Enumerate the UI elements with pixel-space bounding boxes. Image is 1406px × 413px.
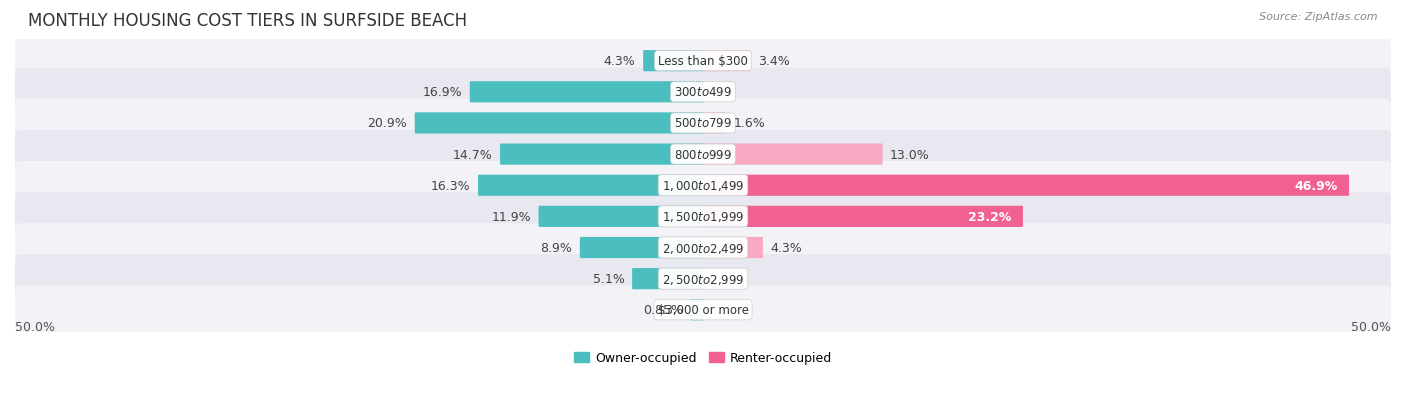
Text: $2,000 to $2,499: $2,000 to $2,499 bbox=[662, 241, 744, 255]
Text: 13.0%: 13.0% bbox=[890, 148, 929, 161]
FancyBboxPatch shape bbox=[15, 224, 1391, 272]
FancyBboxPatch shape bbox=[15, 131, 1391, 179]
FancyBboxPatch shape bbox=[15, 37, 1391, 86]
Text: 16.3%: 16.3% bbox=[430, 179, 471, 192]
Text: 23.2%: 23.2% bbox=[967, 210, 1011, 223]
FancyBboxPatch shape bbox=[579, 237, 703, 259]
FancyBboxPatch shape bbox=[415, 113, 703, 134]
FancyBboxPatch shape bbox=[643, 51, 703, 72]
FancyBboxPatch shape bbox=[703, 113, 725, 134]
FancyBboxPatch shape bbox=[690, 299, 703, 320]
Text: $1,000 to $1,499: $1,000 to $1,499 bbox=[662, 179, 744, 193]
FancyBboxPatch shape bbox=[15, 161, 1391, 210]
FancyBboxPatch shape bbox=[633, 268, 703, 290]
FancyBboxPatch shape bbox=[703, 144, 883, 165]
FancyBboxPatch shape bbox=[15, 100, 1391, 148]
Text: 5.1%: 5.1% bbox=[593, 273, 624, 285]
Text: $300 to $499: $300 to $499 bbox=[673, 86, 733, 99]
FancyBboxPatch shape bbox=[478, 175, 703, 196]
FancyBboxPatch shape bbox=[538, 206, 703, 228]
Text: 4.3%: 4.3% bbox=[770, 242, 803, 254]
FancyBboxPatch shape bbox=[15, 255, 1391, 303]
Text: 16.9%: 16.9% bbox=[423, 86, 463, 99]
FancyBboxPatch shape bbox=[15, 286, 1391, 334]
Text: 3.4%: 3.4% bbox=[758, 55, 790, 68]
Text: MONTHLY HOUSING COST TIERS IN SURFSIDE BEACH: MONTHLY HOUSING COST TIERS IN SURFSIDE B… bbox=[28, 12, 467, 30]
Text: $1,500 to $1,999: $1,500 to $1,999 bbox=[662, 210, 744, 224]
Text: $800 to $999: $800 to $999 bbox=[673, 148, 733, 161]
Text: 46.9%: 46.9% bbox=[1294, 179, 1337, 192]
Text: 8.9%: 8.9% bbox=[540, 242, 572, 254]
Text: 1.6%: 1.6% bbox=[734, 117, 765, 130]
Text: $500 to $799: $500 to $799 bbox=[673, 117, 733, 130]
Text: 11.9%: 11.9% bbox=[491, 210, 531, 223]
Text: Less than $300: Less than $300 bbox=[658, 55, 748, 68]
Text: 14.7%: 14.7% bbox=[453, 148, 492, 161]
FancyBboxPatch shape bbox=[501, 144, 703, 165]
FancyBboxPatch shape bbox=[703, 206, 1024, 228]
Legend: Owner-occupied, Renter-occupied: Owner-occupied, Renter-occupied bbox=[568, 347, 838, 369]
FancyBboxPatch shape bbox=[15, 192, 1391, 241]
Text: 50.0%: 50.0% bbox=[15, 320, 55, 333]
FancyBboxPatch shape bbox=[470, 82, 703, 103]
Text: $2,500 to $2,999: $2,500 to $2,999 bbox=[662, 272, 744, 286]
Text: 0.85%: 0.85% bbox=[643, 304, 683, 316]
FancyBboxPatch shape bbox=[15, 68, 1391, 117]
FancyBboxPatch shape bbox=[703, 237, 763, 259]
Text: 4.3%: 4.3% bbox=[603, 55, 636, 68]
FancyBboxPatch shape bbox=[703, 51, 751, 72]
Text: $3,000 or more: $3,000 or more bbox=[658, 304, 748, 316]
Text: 50.0%: 50.0% bbox=[1351, 320, 1391, 333]
Text: Source: ZipAtlas.com: Source: ZipAtlas.com bbox=[1260, 12, 1378, 22]
FancyBboxPatch shape bbox=[703, 175, 1348, 196]
Text: 20.9%: 20.9% bbox=[367, 117, 408, 130]
